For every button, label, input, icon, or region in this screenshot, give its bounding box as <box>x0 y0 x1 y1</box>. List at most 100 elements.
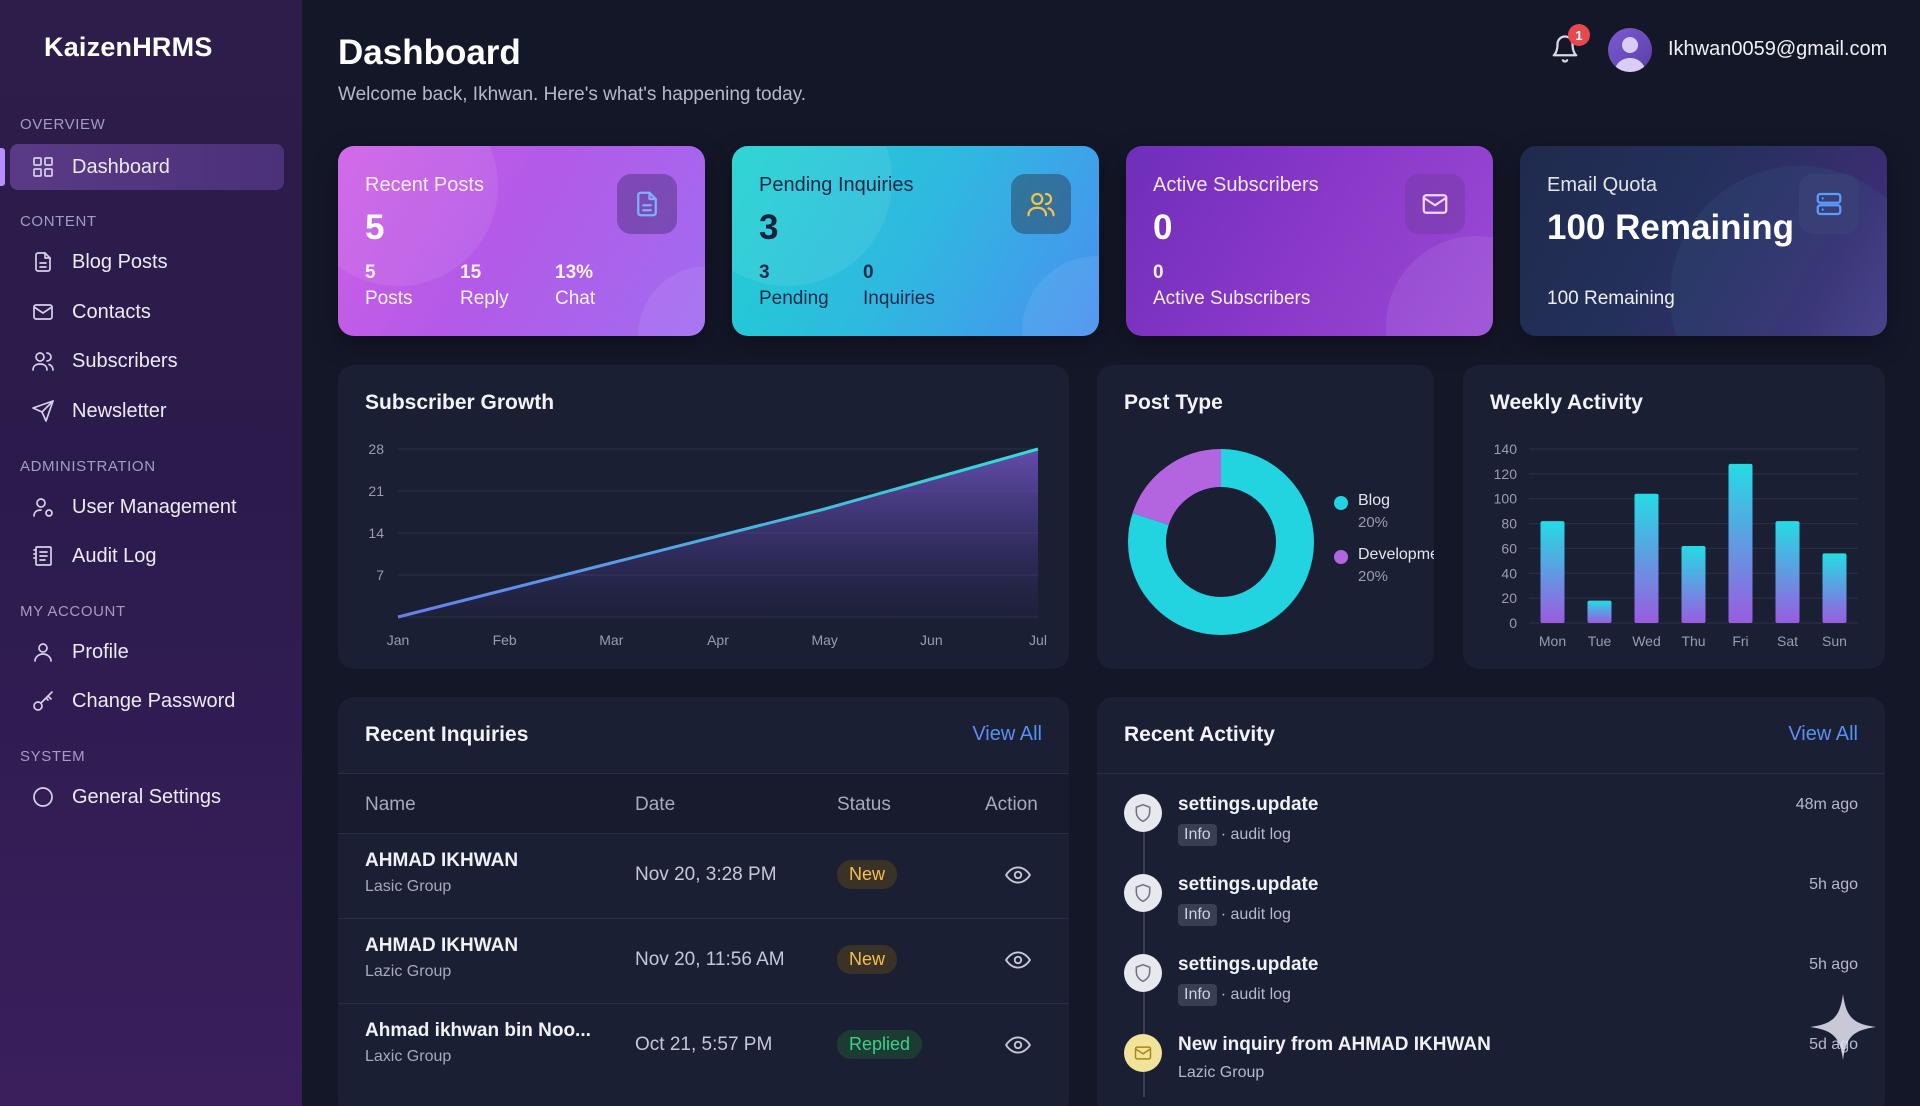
pie-slice-development <box>1128 449 1314 635</box>
sidebar-item-dashboard[interactable]: Dashboard <box>0 144 284 190</box>
section-administration: ADMINISTRATION <box>20 458 156 475</box>
user-avatar-icon <box>1614 37 1646 72</box>
section-system: SYSTEM <box>20 748 86 765</box>
x-tick-label: Tue <box>1588 633 1612 649</box>
activity-title: settings.update <box>1178 874 1319 895</box>
y-tick-label: 40 <box>1501 565 1517 581</box>
column-name: Name <box>365 794 416 815</box>
sidebar-item-label: Subscribers <box>72 349 178 372</box>
user-icon <box>30 639 56 665</box>
y-tick-label: 7 <box>376 567 384 583</box>
sidebar-item-blog-posts[interactable]: Blog Posts <box>10 239 284 285</box>
sidebar-item-change-password[interactable]: Change Password <box>10 678 284 724</box>
x-tick-label: Apr <box>707 632 729 648</box>
column-status: Status <box>837 794 891 815</box>
user-cog-icon <box>30 494 56 520</box>
sidebar-item-newsletter[interactable]: Newsletter <box>10 388 284 434</box>
chart-title: Subscriber Growth <box>365 391 555 414</box>
activity-title: settings.update <box>1178 954 1319 975</box>
stat-card-recent-posts[interactable]: Recent Posts 5 5 Posts 15 Reply 13% Chat <box>338 146 705 336</box>
x-tick-label: Feb <box>493 632 517 648</box>
settings-icon <box>30 784 56 810</box>
inquiry-date: Nov 20, 11:56 AM <box>635 949 785 970</box>
column-date: Date <box>635 794 676 815</box>
y-tick-label: 60 <box>1501 540 1517 556</box>
view-all-inquiries-link[interactable]: View All <box>972 723 1042 745</box>
weekly-activity-chart: 0 20 40 60 80 100 120 140 Mon Tue Wed Thu Fri Sat Sun <box>1494 441 1858 649</box>
status-badge: Replied <box>837 1030 923 1059</box>
inquiry-company: Lazic Group <box>365 963 452 980</box>
sidebar-item-contacts[interactable]: Contacts <box>10 289 284 335</box>
stat-sub-pending: 3 Pending <box>759 262 829 309</box>
sparkle-icon <box>1810 994 1876 1060</box>
area-fill <box>398 449 1038 617</box>
activity-item[interactable]: settings.update Info · audit log 48m ago <box>1097 794 1885 874</box>
sidebar-item-audit-log[interactable]: Audit Log <box>10 533 284 579</box>
panel-title: Recent Activity <box>1124 723 1275 746</box>
sidebar-item-general-settings[interactable]: General Settings <box>10 774 284 820</box>
y-tick-label: 80 <box>1501 516 1517 532</box>
stat-card-active-subscribers[interactable]: Active Subscribers 0 0 Active Subscribers <box>1126 146 1493 336</box>
grid-icon <box>30 154 56 180</box>
post-type-chart <box>1128 449 1314 635</box>
sidebar-item-label: User Management <box>72 495 237 518</box>
stat-label: Active Subscribers <box>1153 174 1319 196</box>
shield-icon <box>1124 954 1162 992</box>
table-row: Ahmad ikhwan bin Noo... Laxic Group Oct … <box>338 1003 1069 1088</box>
notification-badge: 1 <box>1568 24 1590 46</box>
brand-logo[interactable]: KaizenHRMS <box>44 32 213 62</box>
bar-sun <box>1822 553 1847 623</box>
stat-sub-remaining: 100 Remaining <box>1547 288 1675 309</box>
sidebar-item-profile[interactable]: Profile <box>10 629 284 675</box>
stat-value: 100 Remaining <box>1547 208 1795 247</box>
server-icon <box>1799 174 1859 234</box>
view-all-activity-link[interactable]: View All <box>1788 723 1858 745</box>
sidebar-item-label: Blog Posts <box>72 250 168 273</box>
sidebar-item-label: Contacts <box>72 300 151 323</box>
view-inquiry-button[interactable] <box>1005 1032 1031 1058</box>
bar-thu <box>1681 545 1706 623</box>
shield-icon <box>1124 794 1162 832</box>
sidebar-item-user-management[interactable]: User Management <box>10 484 284 530</box>
stat-card-pending-inquiries[interactable]: Pending Inquiries 3 3 Pending 0 Inquiries <box>732 146 1099 336</box>
stat-card-email-quota[interactable]: Email Quota 100 Remaining 100 Remaining <box>1520 146 1887 336</box>
mail-icon <box>1405 174 1465 234</box>
view-inquiry-button[interactable] <box>1005 862 1031 888</box>
inquiry-name: AHMAD IKHWAN <box>365 850 519 871</box>
x-tick-label: Fri <box>1732 633 1748 649</box>
stat-value: 3 <box>759 208 779 247</box>
section-my-account: MY ACCOUNT <box>20 603 126 620</box>
y-tick-label: 28 <box>368 441 384 457</box>
sidebar-item-subscribers[interactable]: Subscribers <box>10 338 284 384</box>
subscriber-growth-chart: 7 14 21 28 Jan Feb Mar Apr May Jun Jul <box>368 441 1047 648</box>
notification-bell[interactable] <box>1550 34 1582 66</box>
status-badge: New <box>837 860 898 889</box>
eye-icon <box>1005 1036 1031 1054</box>
status-badge: New <box>837 945 898 974</box>
legend-dot <box>1334 496 1348 510</box>
bar-wed <box>1634 493 1659 623</box>
eye-icon <box>1005 951 1031 969</box>
inquiry-name: Ahmad ikhwan bin Noo... <box>365 1020 591 1041</box>
eye-icon <box>1005 866 1031 884</box>
avatar[interactable] <box>1608 28 1652 72</box>
stat-label: Email Quota <box>1547 174 1658 196</box>
activity-item[interactable]: New inquiry from AHMAD IKHWAN Lazic Grou… <box>1097 1034 1885 1106</box>
activity-item[interactable]: settings.update Info · audit log 5h ago <box>1097 954 1885 1034</box>
user-email[interactable]: Ikhwan0059@gmail.com <box>1668 38 1888 60</box>
activity-item[interactable]: settings.update Info · audit log 5h ago <box>1097 874 1885 954</box>
inquiry-company: Lasic Group <box>365 878 452 895</box>
page-subtitle: Welcome back, Ikhwan. Here's what's happ… <box>338 84 807 105</box>
view-inquiry-button[interactable] <box>1005 947 1031 973</box>
activity-time: 5h ago <box>1809 876 1858 893</box>
activity-meta: Info · audit log <box>1178 824 1291 846</box>
subscriber-growth-panel: Subscriber Growth 7 14 21 28 Jan Feb Mar Apr May… <box>338 365 1069 669</box>
stat-sub-reply: 15 Reply <box>460 262 509 309</box>
document-icon <box>617 174 677 234</box>
x-tick-label: Jul <box>1029 632 1047 648</box>
panel-title: Recent Inquiries <box>365 723 529 746</box>
recent-inquiries-panel: Recent Inquiries View All Name Date Stat… <box>338 697 1069 1106</box>
stat-sub-active: 0 Active Subscribers <box>1153 262 1311 309</box>
x-tick-label: Jun <box>920 632 943 648</box>
bar-tue <box>1587 600 1612 623</box>
